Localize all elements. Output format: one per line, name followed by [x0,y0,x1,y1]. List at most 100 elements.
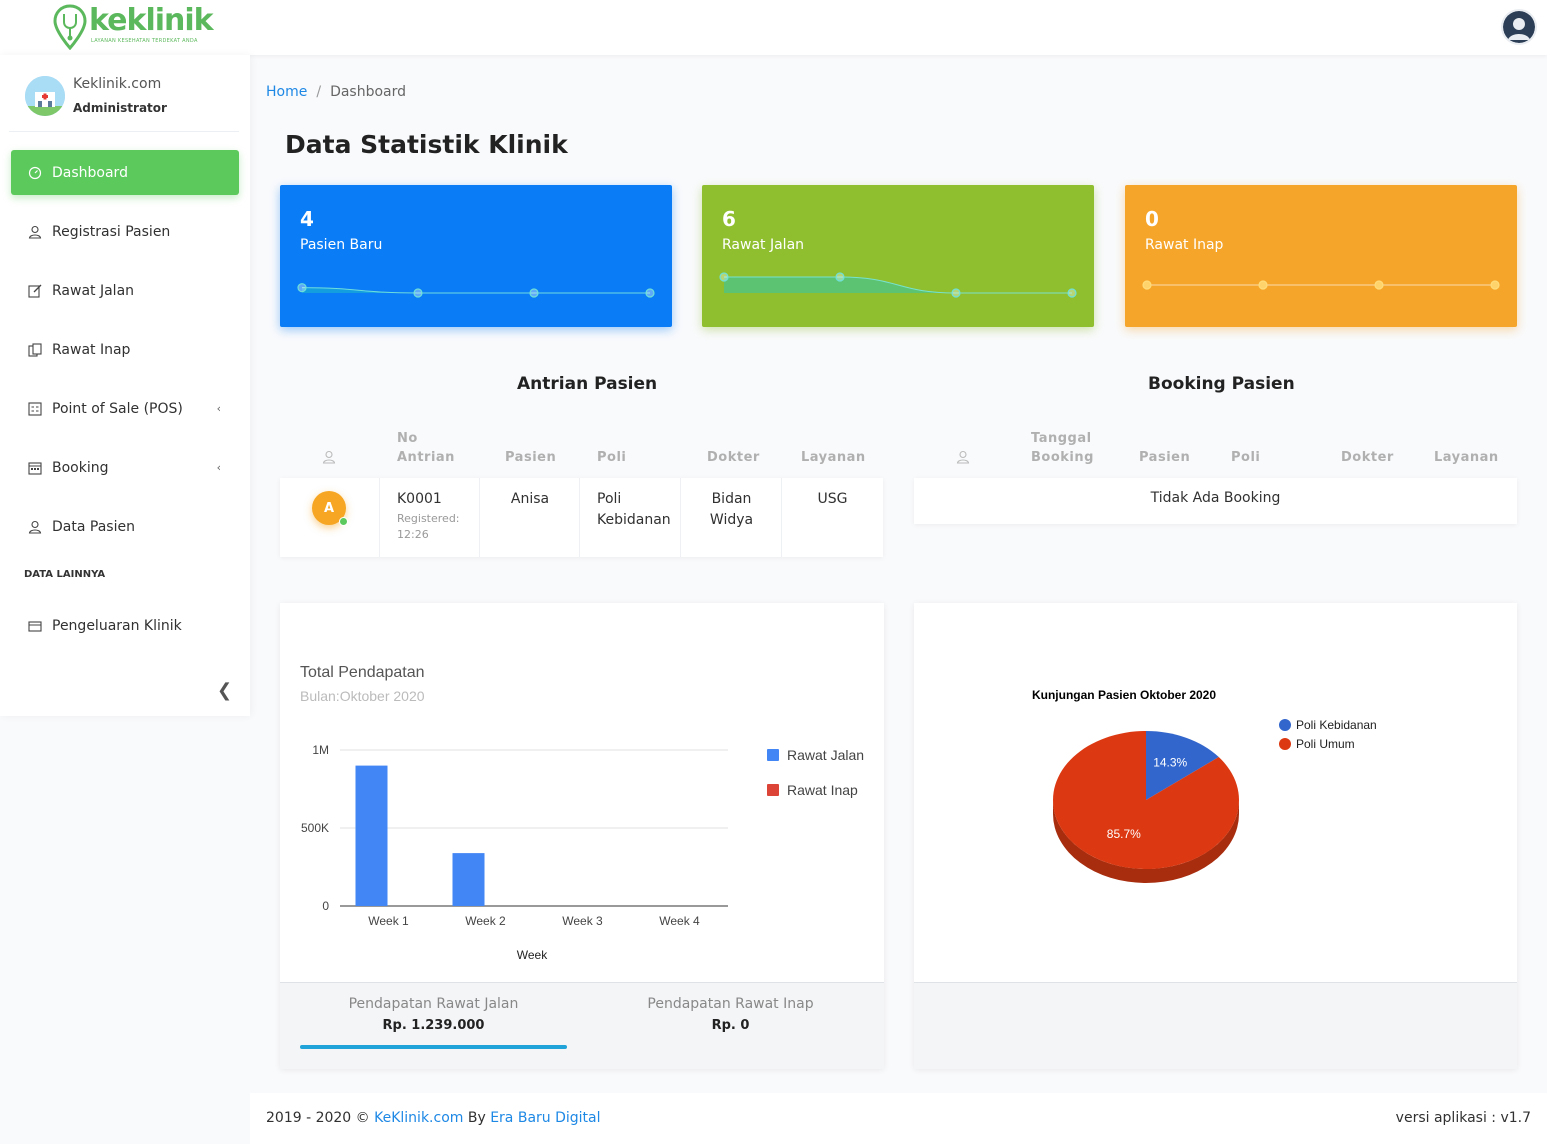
sparkline-point [1067,288,1077,298]
stat-card-pasien-baru[interactable]: 4 Pasien Baru [280,185,672,327]
brand-logo[interactable]: keklinik LAYANAN KESEHATAN TERDEKAT ANDA [53,4,214,50]
sparkline-point [719,272,729,282]
sidebar-item-label: Dashboard [52,164,128,181]
legend-swatch [767,784,779,796]
queue-cell-no: K0001 Registered: 12:26 [380,478,480,557]
queue-patient-name: Anisa [510,491,550,507]
revenue-rawat-jalan-value: Rp. 1.239.000 [382,1018,485,1033]
stat-card-rawat-jalan[interactable]: 6 Rawat Jalan [702,185,1094,327]
sidebar-item-rawat-inap[interactable]: Rawat Inap [11,327,239,372]
online-status-dot [339,517,348,526]
pie-value-label: 85.7% [1107,827,1141,841]
sidebar-item-data-pasien[interactable]: Data Pasien [11,504,239,549]
sidebar-item-label: Rawat Jalan [52,282,135,299]
booking-header-pasien: Pasien [1139,450,1191,465]
queue-service: USG [817,491,848,507]
user-icon [956,450,970,464]
table-row[interactable]: A K0001 Registered: 12:26 Anisa Poli Keb… [280,478,883,557]
pie-slice-poli-kebidanan [1146,731,1219,800]
clinic-avatar [25,76,65,116]
profile-site-name: Keklinik.com [73,76,162,92]
visits-panel: Kunjungan Pasien Oktober 2020 14.3% 85.7% P… [914,603,1517,1069]
sidebar-item-booking[interactable]: Booking ‹ [11,445,239,490]
revenue-panel: Total Pendapatan Bulan:Oktober 2020 0 500… [280,603,884,1069]
sidebar-item-pengeluaran-klinik[interactable]: Pengeluaran Klinik [11,603,239,648]
stat-card-rawat-inap[interactable]: 0 Rawat Inap [1125,185,1517,327]
x-tick-label: Week 2 [465,914,506,928]
sidebar-item-label: Rawat Inap [52,341,131,358]
sidebar-item-dashboard[interactable]: Dashboard [11,150,239,195]
sidebar-item-pos[interactable]: Point of Sale (POS) ‹ [11,386,239,431]
stat-label: Rawat Inap [1145,237,1224,253]
queue-number: K0001 [397,491,442,507]
booking-header-layanan: Layanan [1434,450,1499,465]
booking-header-tanggal: Tanggal Booking [1031,431,1094,465]
user-icon [27,519,43,535]
queue-header-pasien: Pasien [505,450,557,465]
revenue-subtitle: Bulan:Oktober 2020 [300,688,425,704]
queue-cell-doctor: Bidan Widya [681,478,782,557]
queue-title: Antrian Pasien [517,374,658,394]
sparkline-point [645,288,655,298]
footer-version: versi aplikasi : v1.7 [1395,1110,1531,1126]
y-tick-label: 1M [312,743,329,757]
sparkline-point [1490,280,1500,290]
chevron-left-icon: ‹ [216,461,221,474]
top-navbar: keklinik LAYANAN KESEHATAN TERDEKAT ANDA [0,0,1547,55]
legend-swatch [767,749,779,761]
revenue-footer: Pendapatan Rawat Jalan Rp. 1.239.000 Pen… [280,982,884,1069]
sparkline-point [297,283,307,293]
sidebar-item-registrasi-pasien[interactable]: Registrasi Pasien [11,209,239,254]
sparkline-line [724,276,1072,294]
sparkline-point [1374,280,1384,290]
sidebar-section-label: DATA LAINNYA [24,569,106,580]
stat-label: Rawat Jalan [722,237,805,253]
collapse-sidebar-button[interactable]: ❮ [217,680,233,701]
bar-rawat-jalan [355,765,388,906]
y-tick-label: 0 [322,899,329,913]
sparkline-point [1142,280,1152,290]
queue-header-poli: Poli [597,450,627,465]
logo-tagline: LAYANAN KESEHATAN TERDEKAT ANDA [91,38,198,44]
sidebar-item-rawat-jalan[interactable]: Rawat Jalan [11,268,239,313]
revenue-rawat-jalan-label: Pendapatan Rawat Jalan [348,996,519,1012]
calendar-icon [27,460,43,476]
chevron-left-icon: ‹ [216,402,221,415]
queue-cell-patient: Anisa [480,478,580,557]
user-icon [27,224,43,240]
breadcrumb-home-link[interactable]: Home [266,84,308,100]
legend-label: Rawat Inap [787,782,858,798]
x-axis-label: Week [517,948,548,962]
user-avatar-icon[interactable] [1501,9,1537,45]
gauge-icon [27,165,43,181]
sparkline-point [413,288,423,298]
sparkline [1142,280,1500,290]
queue-header-layanan: Layanan [801,450,866,465]
active-tab-indicator [300,1045,567,1049]
sparkline [719,272,1077,298]
page-footer: 2019 - 2020 © KeKlinik.com By Era Baru D… [250,1093,1547,1144]
footer-by: By [467,1110,486,1126]
legend-label: Rawat Jalan [787,747,864,763]
queue-cell-avatar: A [280,478,380,557]
sparkline-line [301,287,650,294]
pie-value-label: 14.3% [1153,756,1187,770]
footer-company-link[interactable]: Era Baru Digital [490,1110,601,1126]
legend-label: Poli Umum [1296,737,1355,751]
copy-icon [27,342,43,358]
stat-value: 0 [1145,207,1159,231]
booking-header-dokter: Dokter [1341,450,1394,465]
x-tick-label: Week 4 [659,914,700,928]
stat-label: Pasien Baru [300,237,383,253]
edit-icon [27,283,43,299]
booking-header-poli: Poli [1231,450,1261,465]
sparkline-point [835,272,845,282]
revenue-rawat-inap-label: Pendapatan Rawat Inap [647,996,814,1012]
pie-slice-depth [1053,800,1239,883]
legend-swatch [1279,738,1291,750]
footer-site-link[interactable]: KeKlinik.com [374,1110,464,1126]
pie-slice-poli-umum [1053,731,1239,869]
wallet-icon [27,618,43,634]
sparkline-area [302,287,650,293]
sparkline [297,283,655,298]
